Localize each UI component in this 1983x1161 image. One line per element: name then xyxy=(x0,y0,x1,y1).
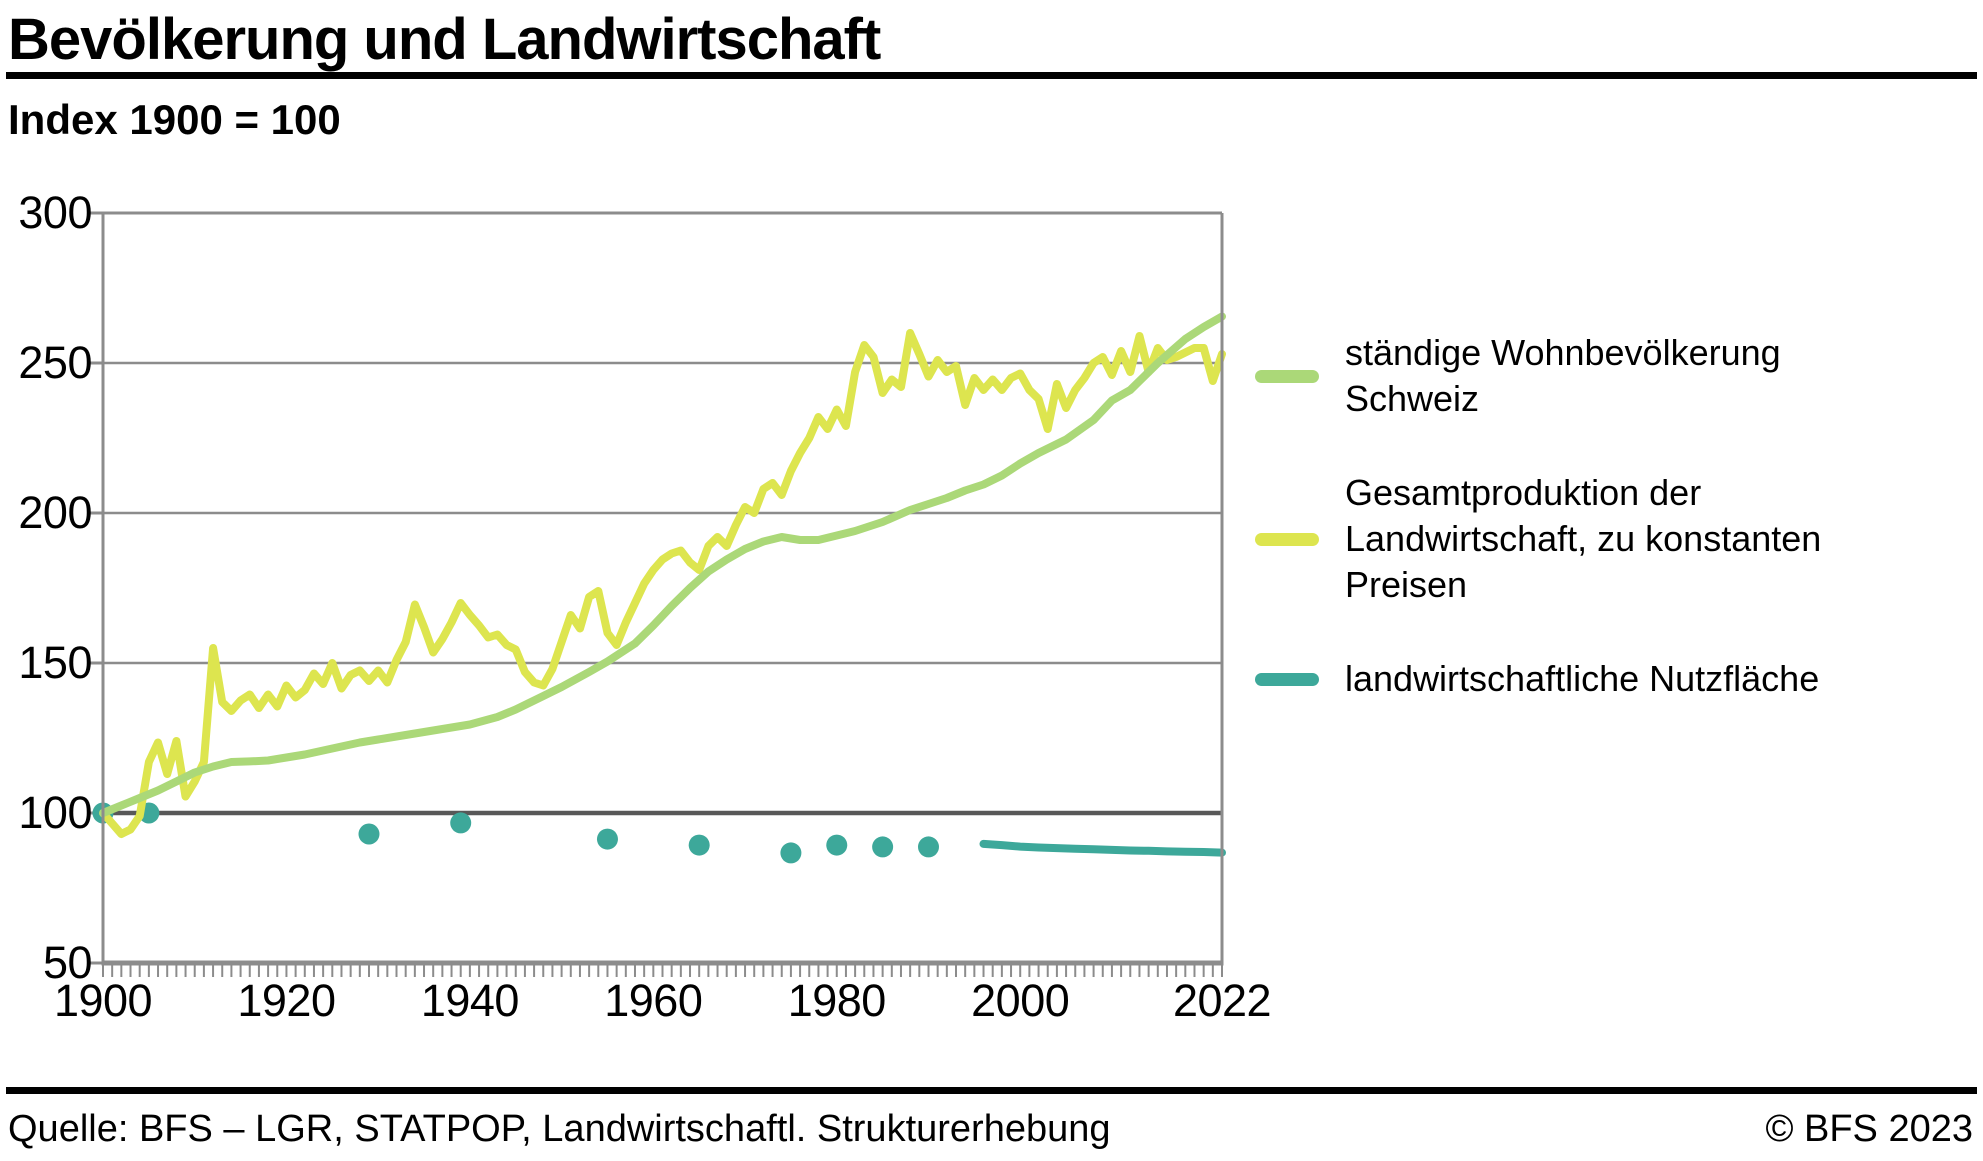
y-tick-label: 150 xyxy=(18,637,92,688)
legend-item-population: ständige Wohnbevölkerung Schweiz xyxy=(1255,330,1835,422)
y-tick-label: 200 xyxy=(18,487,92,538)
x-tick-label: 1900 xyxy=(53,975,153,1026)
farmland-survey-dot xyxy=(688,834,710,856)
production-line-swatch xyxy=(1255,532,1319,546)
legend-label-farmland: landwirtschaftliche Nutzfläche xyxy=(1345,658,1820,699)
series-line xyxy=(99,312,1226,817)
legend-item-production: Gesamtproduktion der Landwirtschaft, zu … xyxy=(1255,470,1835,608)
legend-item-farmland: landwirtschaftliche Nutzfläche xyxy=(1255,656,1835,702)
x-tick-label: 1920 xyxy=(237,975,336,1026)
farmland-survey-dot xyxy=(780,842,802,864)
farmland-line-swatch xyxy=(1255,672,1319,686)
legend-label-population: ständige Wohnbevölkerung Schweiz xyxy=(1345,332,1781,419)
y-tick-label: 300 xyxy=(18,187,92,238)
farmland-survey-dot xyxy=(450,812,472,834)
title-rule xyxy=(6,72,1977,79)
x-tick-label: 1960 xyxy=(604,975,703,1026)
farmland-survey-dot xyxy=(872,836,894,858)
x-tick-label: 2022 xyxy=(1172,975,1272,1026)
x-tick-label: 2000 xyxy=(971,975,1070,1026)
population-line-swatch xyxy=(1255,369,1319,383)
chart-legend: ständige Wohnbevölkerung Schweiz Gesamtp… xyxy=(1255,330,1835,702)
farmland-survey-dot xyxy=(358,823,380,845)
footer-source: Quelle: BFS – LGR, STATPOP, Landwirtscha… xyxy=(8,1108,1111,1150)
y-tick-label: 50 xyxy=(42,937,93,988)
farmland-survey-dot xyxy=(826,834,848,856)
x-tick-label: 1940 xyxy=(420,975,520,1026)
farmland-survey-dot xyxy=(596,828,618,850)
y-tick-label: 250 xyxy=(18,337,92,388)
farmland-survey-dot xyxy=(917,836,939,858)
legend-label-production: Gesamtproduktion der Landwirtschaft, zu … xyxy=(1345,472,1822,605)
series-line xyxy=(979,839,1226,857)
y-tick-label: 100 xyxy=(18,787,92,838)
footer-copyright: © BFS 2023 xyxy=(1765,1108,1973,1150)
footer-rule xyxy=(6,1087,1977,1094)
page-title: Bevölkerung und Landwirtschaft xyxy=(8,7,881,72)
x-tick-label: 1980 xyxy=(787,975,887,1026)
chart-subtitle: Index 1900 = 100 xyxy=(8,96,341,143)
series-line xyxy=(99,329,1226,838)
